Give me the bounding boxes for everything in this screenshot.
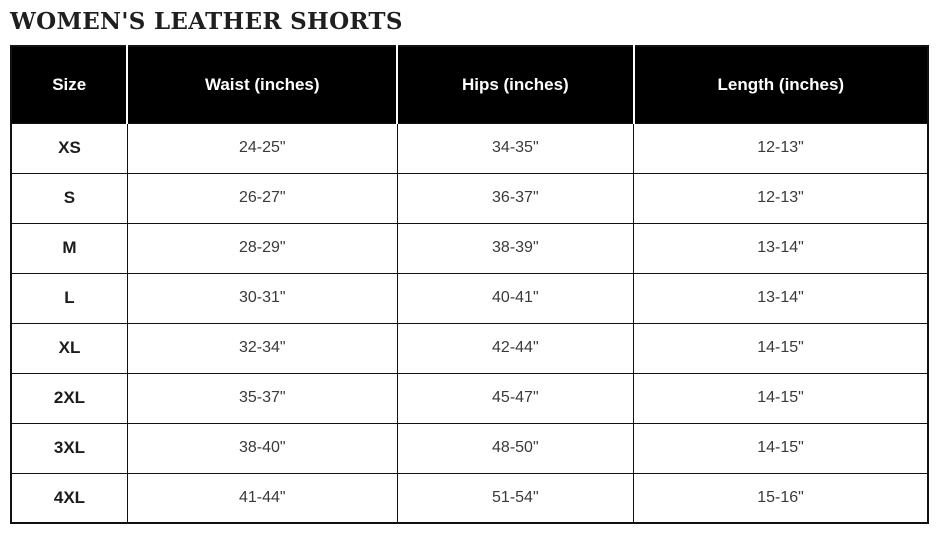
table-row: 4XL 41-44" 51-54" 15-16" (10, 472, 929, 524)
length-cell: 12-13" (633, 172, 929, 224)
size-cell: L (10, 272, 128, 324)
hips-cell: 40-41" (396, 272, 635, 324)
length-cell: 13-14" (633, 272, 929, 324)
size-chart-header: Size Waist (inches) Hips (inches) Length… (11, 46, 928, 124)
table-row: XS 24-25" 34-35" 12-13" (10, 122, 929, 174)
size-cell: M (10, 222, 128, 274)
waist-cell: 35-37" (126, 372, 398, 424)
table-row: S 26-27" 36-37" 12-13" (10, 172, 929, 224)
length-cell: 14-15" (633, 372, 929, 424)
length-cell: 15-16" (633, 472, 929, 524)
waist-cell: 41-44" (126, 472, 398, 524)
column-header-hips: Hips (inches) (397, 46, 635, 124)
table-row: L 30-31" 40-41" 13-14" (10, 272, 929, 324)
size-cell: 3XL (10, 422, 128, 474)
size-cell: 4XL (10, 472, 128, 524)
length-cell: 14-15" (633, 422, 929, 474)
waist-cell: 24-25" (126, 122, 398, 174)
waist-cell: 32-34" (126, 322, 398, 374)
table-row: 2XL 35-37" 45-47" 14-15" (10, 372, 929, 424)
table-row: 3XL 38-40" 48-50" 14-15" (10, 422, 929, 474)
table-row: M 28-29" 38-39" 13-14" (10, 222, 929, 274)
length-cell: 12-13" (633, 122, 929, 174)
column-header-length: Length (inches) (633, 46, 928, 124)
size-chart-body: XS 24-25" 34-35" 12-13" S 26-27" 36-37" 12-13" M… (10, 122, 929, 524)
size-cell: 2XL (10, 372, 128, 424)
hips-cell: 38-39" (396, 222, 635, 274)
hips-cell: 51-54" (396, 472, 635, 524)
table-row: XL 32-34" 42-44" 14-15" (10, 322, 929, 374)
hips-cell: 45-47" (396, 372, 635, 424)
column-header-waist: Waist (inches) (127, 46, 399, 124)
waist-cell: 28-29" (126, 222, 398, 274)
waist-cell: 30-31" (126, 272, 398, 324)
page-title: WOMEN'S LEATHER SHORTS (10, 8, 403, 35)
column-header-size: Size (11, 46, 129, 124)
length-cell: 13-14" (633, 222, 929, 274)
size-cell: S (10, 172, 128, 224)
header-row: Size Waist (inches) Hips (inches) Length… (11, 46, 928, 124)
hips-cell: 42-44" (396, 322, 635, 374)
hips-cell: 34-35" (396, 122, 635, 174)
hips-cell: 36-37" (396, 172, 635, 224)
waist-cell: 38-40" (126, 422, 398, 474)
length-cell: 14-15" (633, 322, 929, 374)
waist-cell: 26-27" (126, 172, 398, 224)
size-cell: XL (10, 322, 128, 374)
size-cell: XS (10, 122, 128, 174)
hips-cell: 48-50" (396, 422, 635, 474)
size-chart-table: Size Waist (inches) Hips (inches) Length… (10, 45, 929, 524)
